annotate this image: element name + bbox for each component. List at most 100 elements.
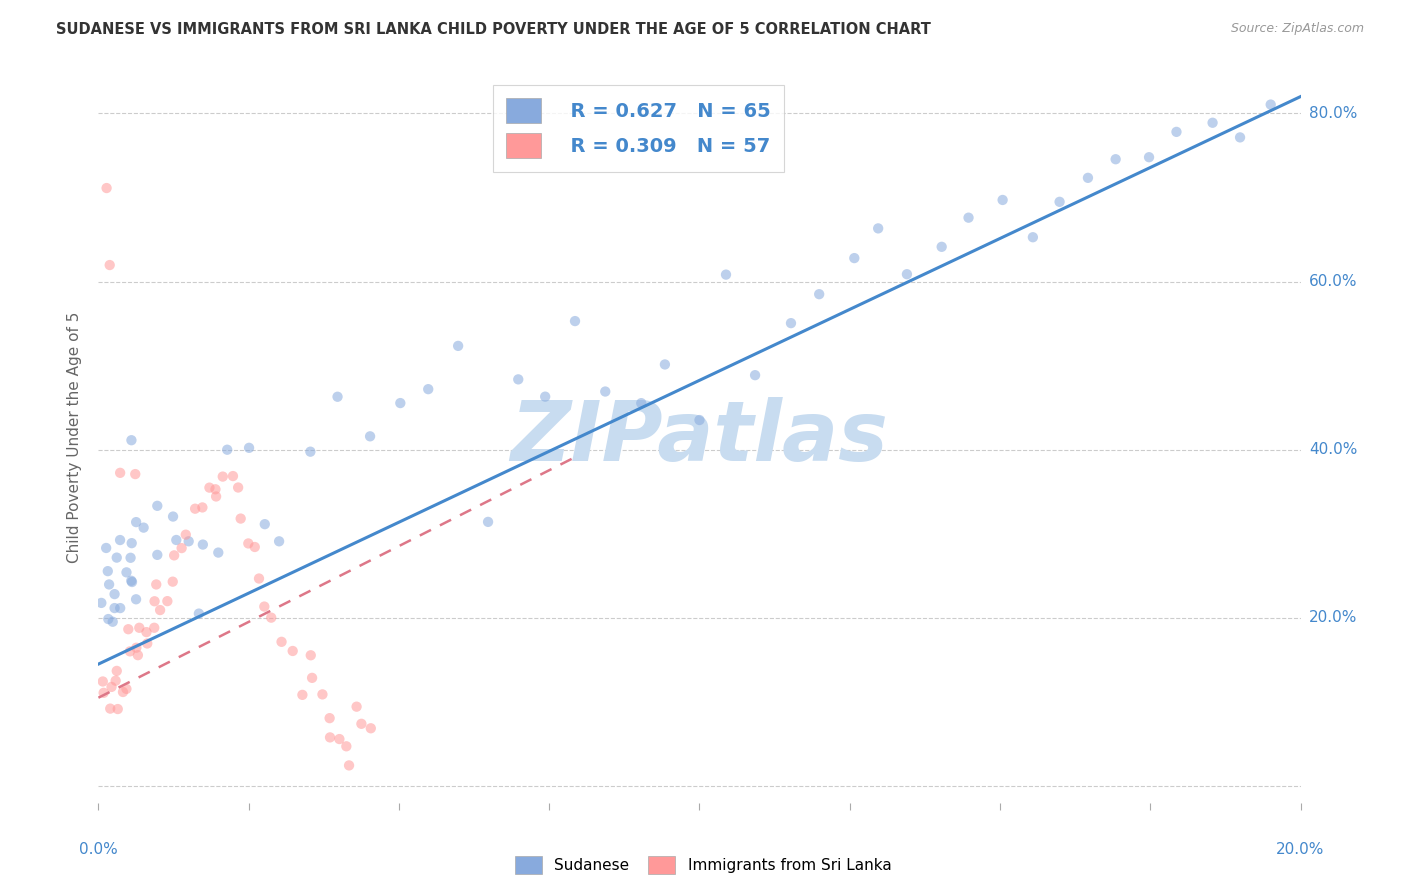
Legend:   R = 0.627   N = 65,   R = 0.309   N = 57: R = 0.627 N = 65, R = 0.309 N = 57 <box>494 85 785 171</box>
Point <box>125 592 148 607</box>
Point <box>318 711 340 725</box>
Point <box>97 612 120 626</box>
Legend: Sudanese, Immigrants from Sri Lanka: Sudanese, Immigrants from Sri Lanka <box>509 850 897 880</box>
Point <box>149 603 172 617</box>
Point <box>184 501 207 516</box>
Point <box>207 545 229 559</box>
Point <box>156 594 179 608</box>
Point <box>90 596 112 610</box>
Point <box>311 687 333 701</box>
Point <box>145 577 167 591</box>
Point <box>120 550 142 565</box>
Point <box>97 564 120 578</box>
Point <box>107 702 129 716</box>
Point <box>253 599 276 614</box>
Point <box>346 699 368 714</box>
Point <box>132 521 155 535</box>
Point <box>128 621 150 635</box>
Point <box>108 466 131 480</box>
Point <box>896 267 918 281</box>
Point <box>191 500 214 515</box>
Point <box>177 534 200 549</box>
Point <box>162 574 184 589</box>
Point <box>205 490 228 504</box>
Point <box>299 648 322 663</box>
Point <box>163 549 186 563</box>
Point <box>120 434 142 448</box>
Point <box>127 648 149 662</box>
Point <box>534 390 557 404</box>
Point <box>146 499 169 513</box>
Point <box>238 536 260 550</box>
Point <box>281 644 304 658</box>
Text: 20.0%: 20.0% <box>1277 842 1324 856</box>
Point <box>714 268 737 282</box>
Point <box>335 739 357 754</box>
Point <box>688 413 710 427</box>
Point <box>217 442 239 457</box>
Point <box>564 314 586 328</box>
Point <box>111 685 134 699</box>
Point <box>808 287 831 301</box>
Point <box>337 758 360 772</box>
Point <box>253 517 276 532</box>
Point <box>146 548 169 562</box>
Point <box>477 515 499 529</box>
Point <box>1137 150 1160 164</box>
Point <box>174 527 197 541</box>
Point <box>269 534 291 549</box>
Point <box>1104 153 1126 167</box>
Point <box>301 671 323 685</box>
Text: 60.0%: 60.0% <box>1309 274 1357 289</box>
Point <box>135 625 157 640</box>
Point <box>319 731 342 745</box>
Point <box>125 515 148 529</box>
Point <box>291 688 314 702</box>
Point <box>165 533 187 547</box>
Point <box>98 258 121 272</box>
Point <box>100 680 122 694</box>
Point <box>105 550 128 565</box>
Point <box>1022 230 1045 244</box>
Point <box>654 358 676 372</box>
Point <box>270 635 292 649</box>
Point <box>1260 97 1282 112</box>
Point <box>115 681 138 696</box>
Y-axis label: Child Poverty Under the Age of 5: Child Poverty Under the Age of 5 <box>67 311 83 563</box>
Point <box>115 566 138 580</box>
Point <box>96 541 118 555</box>
Point <box>124 467 146 481</box>
Point <box>125 640 148 655</box>
Point <box>780 316 803 330</box>
Point <box>389 396 412 410</box>
Point <box>1049 194 1071 209</box>
Point <box>744 368 766 383</box>
Point <box>117 622 139 636</box>
Point <box>957 211 980 225</box>
Point <box>447 339 470 353</box>
Point <box>326 390 349 404</box>
Point <box>328 732 350 747</box>
Point <box>260 610 283 624</box>
Point <box>108 533 131 547</box>
Point <box>211 469 233 483</box>
Text: ZIPatlas: ZIPatlas <box>510 397 889 477</box>
Point <box>931 240 953 254</box>
Point <box>120 574 142 588</box>
Point <box>121 574 143 589</box>
Point <box>350 716 373 731</box>
Point <box>1166 125 1188 139</box>
Text: 40.0%: 40.0% <box>1309 442 1357 458</box>
Point <box>1229 130 1251 145</box>
Point <box>204 483 226 497</box>
Point <box>162 509 184 524</box>
Point <box>121 536 143 550</box>
Point <box>187 607 209 621</box>
Point <box>630 396 652 410</box>
Point <box>418 382 440 396</box>
Point <box>98 577 121 591</box>
Point <box>229 511 252 525</box>
Point <box>593 384 616 399</box>
Point <box>143 594 166 608</box>
Point <box>98 701 121 715</box>
